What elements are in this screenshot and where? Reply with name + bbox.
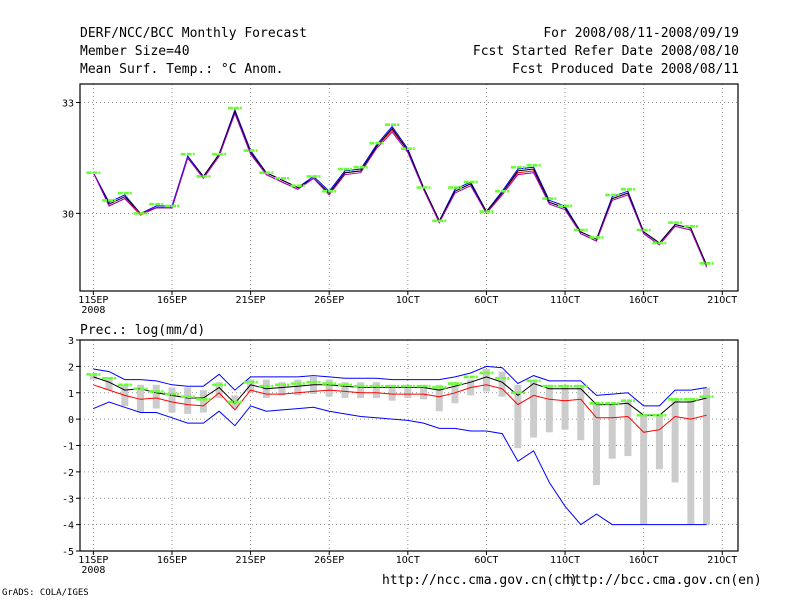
temp-xtick-label: 1OCT [396,295,420,306]
prec-spread-bar [247,379,255,393]
temp-series-blue [92,108,708,266]
prec-spread-bar [671,398,679,483]
prec-spread-bar [341,382,349,399]
prec-spread-bar [278,382,286,396]
prec-spread-bar [372,382,380,399]
prec-spread-bar [703,387,711,525]
prec-spread-bar [435,384,443,412]
prec-spread-bar [420,384,428,400]
temp-series-black [92,110,708,266]
prec-xtick-label: 6OCT [474,555,498,566]
temp-xtick-label: 6OCT [474,295,498,306]
prec-ytick-label: -2 [62,468,74,479]
prec-spread-bar [168,387,176,413]
produced-date-label: Fcst Produced Date 2008/08/11 [512,62,739,77]
temp-ytick-label: 33 [62,98,74,109]
prec-xtick-label: 16OCT [629,555,659,566]
prec-spread-bar [137,384,145,413]
prec-spread-bar [199,390,207,413]
prec-ytick-label: -5 [62,547,74,558]
prec-spread-bar [624,400,632,457]
temp-xtick-label: 11OCT [550,295,580,306]
prec-spread-bar [89,374,97,380]
chart-title: DERF/NCC/BCC Monthly Forecast [80,26,307,41]
prec-spread-bar [325,379,333,397]
temp-series-red [92,110,708,268]
prec-spread-bar [577,384,585,441]
prec-spread-bar [545,384,553,433]
prec-spread-bar [357,382,365,399]
prec-spread-bar [152,384,160,409]
prec-spread-bar [184,387,192,414]
prec-ytick-label: -4 [62,521,74,532]
bcc-url-link[interactable]: http://bcc.cma.gov.cn(en) [566,573,762,588]
temp-xtick-label: 16SEP [157,295,187,306]
prec-xtick-label: 1OCT [396,555,420,566]
prec-spread-bar [655,413,663,470]
temp-series-purple [92,112,708,268]
prec-spread-bar [687,398,695,525]
prec-spread-bar [530,379,538,438]
ncc-url-link[interactable]: http://ncc.cma.gov.cn(ch) [382,573,578,588]
prec-subtitle: Prec.: log(mm/d) [80,323,205,338]
member-size-label: Member Size=40 [80,44,190,59]
prec-xtick-year: 2008 [81,565,105,576]
prec-series-mean [93,376,707,416]
prec-spread-bar [640,413,648,525]
prec-frame [79,339,739,552]
prec-xtick-label: 21SEP [236,555,266,566]
prec-series-min [93,401,707,526]
prec-ytick-label: -1 [62,442,74,453]
temp-xtick-label: 26SEP [314,295,344,306]
grads-credit: GrADS: COLA/IGES [2,588,89,598]
prec-series-max [93,365,707,407]
prec-spread-bar [514,384,522,449]
prec-spread-bar [294,379,302,396]
start-date-label: Fcst Started Refer Date 2008/08/10 [472,44,739,59]
prec-series-median [93,384,707,433]
prec-ytick-label: 0 [68,415,74,426]
prec-spread-bar [309,376,317,395]
temp-xtick-label: 16OCT [629,295,659,306]
temp-ytick-label: 30 [62,209,74,220]
prec-spread-bar [215,382,223,399]
prec-ytick-label: 3 [68,336,74,347]
forecast-period-label: For 2008/08/11-2008/09/19 [543,26,739,41]
temp-xtick-label: 21SEP [236,295,266,306]
prec-ytick-label: 1 [68,389,74,400]
prec-ytick-label: 2 [68,362,74,373]
prec-xtick-label: 11OCT [550,555,580,566]
prec-xtick-label: 26SEP [314,555,344,566]
prec-spread-bar [105,376,113,391]
prec-spread-bar [482,369,490,392]
temp-frame [79,83,739,292]
variable-label: Mean Surf. Temp.: °C Anom. [80,62,284,77]
prec-spread-bar [498,371,506,397]
temp-xtick-year: 2008 [81,305,105,316]
prec-spread-bar [592,403,600,486]
prec-spread-bar [388,384,396,401]
prec-xtick-label: 11SEP [78,555,108,566]
prec-xtick-label: 16SEP [157,555,187,566]
prec-spread-bar [561,384,569,430]
temp-xtick-label: 21OCT [707,295,737,306]
prec-spread-bar [404,384,412,399]
prec-ytick-label: -3 [62,494,74,505]
temp-xtick-label: 11SEP [78,295,108,306]
prec-xtick-label: 21OCT [707,555,737,566]
prec-spread-bar [608,403,616,459]
